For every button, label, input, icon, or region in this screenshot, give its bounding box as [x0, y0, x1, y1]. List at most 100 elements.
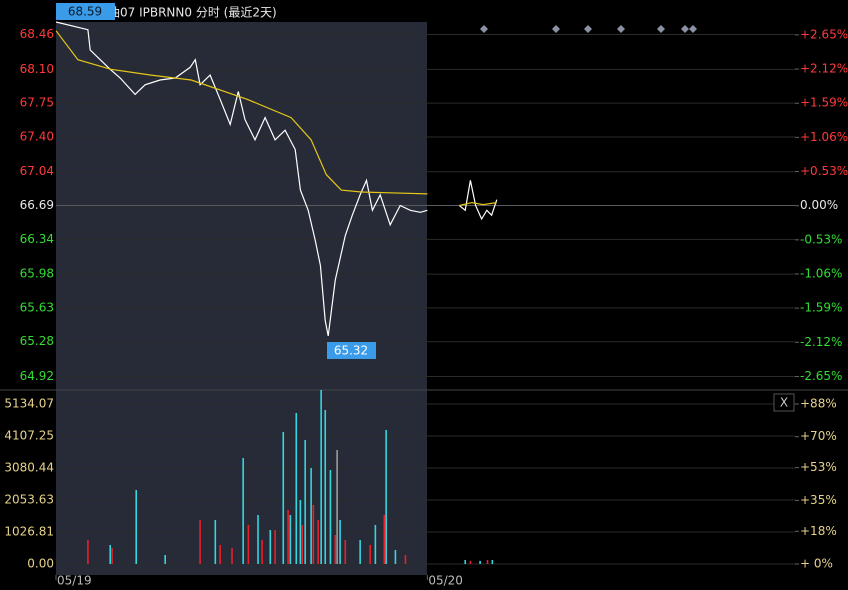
- price-line: [55, 30, 497, 207]
- volume-bar: [320, 389, 322, 564]
- y2-tick-label: -0.53%: [800, 232, 842, 246]
- volume-bar: [329, 470, 332, 564]
- y2-tick-label: +18%: [800, 524, 837, 538]
- y-tick-label: 66.34: [20, 232, 54, 246]
- event-marker[interactable]: [584, 25, 592, 33]
- low-label: 65.32: [334, 344, 368, 358]
- volume-bar: [282, 431, 285, 564]
- event-marker[interactable]: [657, 25, 665, 33]
- event-marker[interactable]: [552, 25, 560, 33]
- volume-bar: [295, 413, 298, 564]
- y2-tick-label: -1.06%: [800, 266, 842, 280]
- y2-tick-label: -2.12%: [800, 335, 842, 349]
- y-tick-label: 65.63: [20, 300, 54, 314]
- volume-bar: [257, 515, 259, 564]
- y-tick-label: 5134.07: [4, 396, 54, 410]
- marks: [55, 21, 498, 564]
- volume-bar: [336, 449, 338, 564]
- volume-bar: [317, 519, 319, 564]
- volume-bar: [274, 529, 276, 564]
- y-tick-label: 67.40: [20, 129, 54, 143]
- y2-tick-label: +2.12%: [800, 62, 848, 76]
- volume-bar: [486, 559, 489, 564]
- y2-tick-label: +1.06%: [800, 130, 848, 144]
- high-label: 68.59: [68, 5, 102, 19]
- y-tick-label: 67.75: [20, 96, 54, 110]
- volume-bar: [374, 524, 377, 564]
- volume-bar: [383, 515, 386, 564]
- volume-bar: [324, 409, 327, 564]
- low-label-box: [327, 342, 376, 359]
- y2-tick-label: + 0%: [800, 557, 833, 571]
- volume-bar: [385, 429, 387, 564]
- volume-bar: [469, 560, 472, 564]
- y2-tick-label: +88%: [800, 397, 837, 411]
- y2-tick-label: -2.65%: [800, 369, 842, 383]
- y-tick-label: 65.98: [20, 267, 54, 281]
- volume-bar: [164, 554, 166, 564]
- volume-bar: [219, 544, 221, 564]
- y-tick-label: 3080.44: [4, 460, 54, 474]
- y-tick-label: 0.00: [27, 556, 54, 570]
- close-button[interactable]: [773, 393, 795, 412]
- y-tick-label: 64.92: [20, 369, 54, 383]
- y-tick-label: 1026.81: [4, 524, 54, 538]
- volume-bar: [394, 550, 397, 564]
- volume-bar: [111, 547, 113, 564]
- volume-bar: [369, 544, 371, 564]
- y2-tick-label: +2.65%: [800, 27, 848, 41]
- volume-bar: [344, 540, 347, 564]
- grid: [56, 34, 795, 565]
- y2-tick-label: +53%: [800, 460, 837, 474]
- volume-bar: [334, 534, 337, 564]
- y-tick-label: 68.46: [20, 27, 54, 41]
- volume-bar: [242, 458, 244, 564]
- volume-bar: [301, 524, 304, 564]
- volume-bar: [299, 499, 302, 564]
- volume-bar: [269, 529, 272, 564]
- y2-tick-label: +35%: [800, 493, 837, 507]
- volume-bar: [464, 559, 467, 564]
- y2-tick-label: 0.00%: [800, 198, 838, 212]
- high-label-box: [56, 3, 115, 20]
- event-marker[interactable]: [480, 25, 488, 33]
- volume-bar: [310, 467, 312, 564]
- volume-bar: [479, 560, 481, 564]
- price-line: [55, 21, 498, 337]
- y2-tick-label: +70%: [800, 429, 837, 443]
- volume-bar: [214, 519, 217, 564]
- session-background: [56, 22, 427, 575]
- x-tick-label: 05/19: [57, 574, 92, 588]
- volume-bar: [247, 524, 250, 564]
- volume-bar: [87, 540, 89, 564]
- volume-bar: [491, 559, 494, 564]
- volume-bar: [135, 489, 138, 564]
- event-marker[interactable]: [681, 25, 689, 33]
- volume-bar: [312, 505, 315, 564]
- y-tick-label: 67.04: [20, 164, 54, 178]
- volume-bar: [261, 540, 263, 564]
- volume-bar: [289, 515, 292, 564]
- y-tick-label: 68.10: [20, 62, 54, 76]
- y2-tick-label: +1.59%: [800, 96, 848, 110]
- y2-tick-label: +0.53%: [800, 164, 848, 178]
- event-marker[interactable]: [617, 25, 625, 33]
- event-markers: [480, 25, 697, 33]
- y-tick-label: 2053.63: [4, 492, 54, 506]
- y-tick-label: 4107.25: [4, 428, 54, 442]
- volume-bar: [109, 544, 112, 564]
- y2-tick-label: -1.59%: [800, 301, 842, 315]
- event-marker[interactable]: [689, 25, 697, 33]
- volume-bar: [287, 509, 289, 564]
- volume-bar: [339, 519, 341, 564]
- x-tick-label: 05/20: [428, 574, 463, 588]
- volume-bar: [404, 554, 407, 564]
- volume-bar: [359, 540, 361, 564]
- close-label[interactable]: X: [780, 396, 788, 410]
- volume-bar: [304, 439, 306, 564]
- y-tick-label: 66.69: [20, 198, 54, 212]
- volume-bar: [231, 547, 233, 564]
- volume-bar: [199, 519, 201, 564]
- y-tick-label: 65.28: [20, 334, 54, 348]
